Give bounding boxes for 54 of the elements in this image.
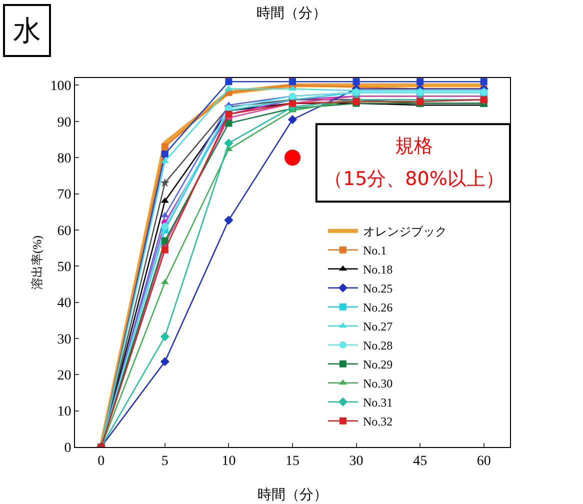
- y-tick-label: 20: [57, 368, 72, 384]
- point: [161, 222, 168, 230]
- legend-label: No.29: [362, 358, 393, 372]
- x-tick-label: 5: [161, 454, 168, 469]
- point: [480, 78, 488, 86]
- point: [225, 120, 232, 127]
- annotation: （15分、80%以上）: [324, 168, 504, 190]
- x-tick-label: 30: [349, 454, 364, 469]
- y-tick-label: 0: [64, 440, 72, 456]
- annotation: 規格: [395, 135, 433, 157]
- y-axis-title: 溶出率(%): [30, 236, 44, 290]
- point: [161, 246, 168, 254]
- point: [288, 115, 298, 124]
- point: [224, 216, 234, 225]
- x-tick-label: 15: [286, 454, 300, 469]
- legend-label: No.27: [362, 320, 393, 334]
- point: [160, 332, 170, 342]
- y-tick-label: 70: [57, 188, 72, 203]
- y-tick-label: 30: [57, 332, 72, 348]
- legend-label: No.25: [362, 282, 393, 296]
- legend-label: オレンジブック: [362, 224, 447, 239]
- x-axis-title: 時間（分）: [258, 487, 328, 503]
- legend-label: No.26: [362, 300, 393, 315]
- text: 水: [13, 14, 41, 47]
- x-tick-label: 45: [413, 454, 428, 469]
- point: [161, 237, 168, 244]
- y-tick-label: 80: [57, 151, 72, 166]
- chart-title: 時間（分）: [256, 5, 326, 22]
- point: [224, 138, 234, 148]
- y-tick-label: 40: [57, 296, 72, 312]
- legend-label: No.31: [362, 396, 393, 410]
- point: [160, 278, 169, 284]
- point: [160, 178, 170, 187]
- legend-label: No.1: [362, 244, 387, 258]
- y-tick-label: 10: [57, 404, 72, 420]
- y-tick-label: 60: [57, 224, 72, 239]
- point: [224, 85, 233, 91]
- point: [416, 78, 424, 86]
- point: [161, 143, 168, 150]
- x-tick-label: 0: [98, 454, 105, 469]
- legend-label: No.32: [362, 414, 393, 429]
- point: [160, 357, 170, 366]
- legend-label: No.28: [362, 338, 393, 353]
- legend-label: No.18: [362, 262, 393, 277]
- y-tick-label: 90: [57, 115, 72, 130]
- y-tick-label: 100: [50, 79, 72, 94]
- x-tick-label: 10: [222, 454, 236, 469]
- x-tick-label: 60: [476, 454, 491, 469]
- legend-label: No.30: [362, 376, 393, 391]
- point: [161, 150, 168, 158]
- point: [352, 78, 360, 86]
- point: [289, 78, 296, 86]
- y-tick-label: 50: [57, 260, 72, 276]
- point: [225, 78, 232, 86]
